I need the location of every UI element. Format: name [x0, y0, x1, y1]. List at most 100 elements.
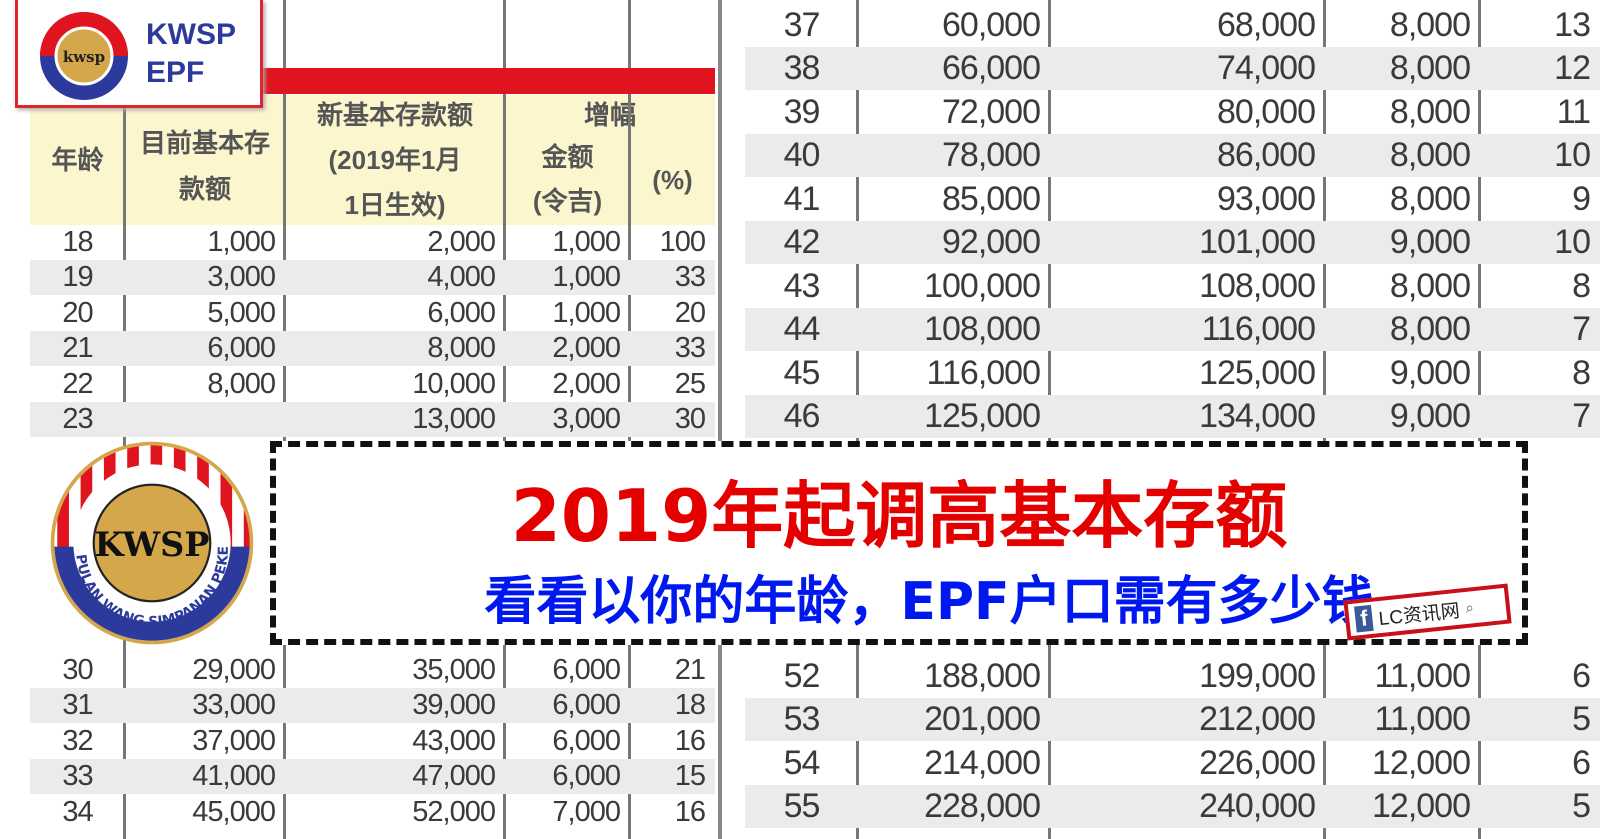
table-cell: 10,000 — [412, 367, 496, 400]
table-cell: 8,000 — [427, 332, 496, 364]
table-divider — [718, 0, 722, 839]
table-cell: 11,000 — [1374, 700, 1471, 738]
table-row: 52 188,000 199,000 11,000 6 — [745, 654, 1600, 698]
table-cell: 37 — [783, 5, 821, 44]
table-cell: 8,000 — [1389, 92, 1471, 131]
kwsp-emblem-icon: kwsp — [40, 12, 128, 100]
table-cell: 12 — [1554, 49, 1591, 87]
table-cell: 8,000 — [1389, 5, 1471, 44]
table-cell: 86,000 — [1217, 136, 1316, 174]
headline-subtitle: 看看以你的年龄，EPF户口需有多少钱 — [484, 572, 1374, 632]
table-cell: 6,000 — [552, 689, 621, 721]
table-row: 20 5,000 6,000 1,000 20 — [30, 295, 715, 331]
table-cell: 100 — [659, 225, 706, 258]
table-cell: 7 — [1572, 310, 1591, 348]
header-age: 年龄 — [51, 145, 104, 175]
table-cell: 1,000 — [207, 225, 276, 258]
table-row: 40 78,000 86,000 8,000 10 — [745, 133, 1600, 178]
table-cell: 6,000 — [552, 653, 621, 686]
table-cell: 41 — [783, 179, 821, 218]
table-row: 30 29,000 35,000 6,000 21 — [30, 652, 715, 688]
header-amount: 金额 — [541, 142, 594, 172]
table-cell: 2,000 — [427, 225, 496, 258]
table-cell: 16 — [674, 724, 706, 757]
table-cell: 125,000 — [924, 397, 1041, 435]
table-cell: 68,000 — [1217, 5, 1316, 44]
table-cell: 44 — [783, 310, 821, 348]
table-cell: 52,000 — [412, 795, 496, 828]
table-cell: 33 — [62, 760, 93, 792]
table-row: 33 41,000 47,000 6,000 15 — [30, 758, 715, 795]
table-cell: 54 — [783, 743, 821, 782]
table-cell: 201,000 — [924, 700, 1041, 738]
table-cell: 8,000 — [1389, 49, 1471, 87]
left-table-header: 年龄 目前基本存款额 新基本存款额 (2019年1月 1日生效) 增幅 金额 (… — [30, 95, 715, 225]
table-cell: 43,000 — [412, 724, 496, 757]
table-cell: 7,000 — [552, 795, 621, 828]
table-cell: 35,000 — [412, 653, 496, 686]
header-new-1: 新基本存款额 — [316, 100, 473, 130]
headline-title: 2019年起调高基本存额 — [510, 474, 1288, 558]
table-cell: 108,000 — [924, 310, 1041, 348]
table-cell: 9,000 — [1389, 397, 1471, 435]
table-cell: 85,000 — [942, 179, 1041, 218]
table-cell: 214,000 — [924, 743, 1041, 782]
table-cell: 25 — [674, 367, 706, 400]
table-row: 54 214,000 226,000 12,000 6 — [745, 741, 1600, 785]
table-row: 18 1,000 2,000 1,000 100 — [30, 224, 715, 260]
table-cell: 21 — [62, 332, 93, 364]
header-current: 目前基本存款额 — [139, 128, 270, 204]
table-cell: 226,000 — [1199, 743, 1316, 782]
table-cell: 125,000 — [1199, 353, 1316, 392]
kwsp-text: KWSP — [146, 18, 236, 51]
table-cell: 31 — [62, 689, 93, 721]
table-cell: 13 — [1554, 5, 1591, 44]
table-cell: 134,000 — [1199, 397, 1316, 435]
table-cell: 1,000 — [552, 261, 621, 293]
table-cell: 20 — [62, 296, 93, 329]
table-cell: 3,000 — [552, 403, 621, 435]
table-cell: 30 — [62, 653, 93, 686]
table-cell: 6,000 — [552, 760, 621, 792]
table-cell: 116,000 — [1201, 310, 1316, 348]
table-cell: 21 — [674, 653, 706, 686]
table-cell: 5 — [1572, 787, 1591, 825]
table-cell: 18 — [674, 689, 706, 721]
table-cell: 5,000 — [207, 296, 276, 329]
table-cell: 3,000 — [207, 261, 276, 293]
table-row: 19 3,000 4,000 1,000 33 — [30, 259, 715, 296]
facebook-icon: f — [1354, 604, 1374, 633]
table-cell: 38 — [783, 49, 821, 87]
table-cell: 6,000 — [427, 296, 496, 329]
table-cell: 6 — [1572, 743, 1591, 782]
epf-text: EPF — [146, 56, 205, 89]
table-cell: 45 — [783, 353, 821, 392]
table-cell: 7 — [1572, 397, 1591, 435]
table-cell: 8,000 — [207, 367, 276, 400]
table-cell: 188,000 — [924, 656, 1041, 695]
table-cell: 16 — [674, 795, 706, 828]
table-cell: 5 — [1572, 700, 1591, 738]
table-cell: 8,000 — [1389, 310, 1471, 348]
table-cell: 6,000 — [552, 724, 621, 757]
table-cell: 43 — [783, 266, 821, 305]
epf-red-bar — [262, 68, 715, 94]
table-cell: 6 — [1572, 656, 1591, 695]
table-cell: 13,000 — [412, 403, 496, 435]
table-cell: 23 — [62, 403, 93, 435]
table-cell: 10 — [1554, 136, 1591, 174]
table-cell: 101,000 — [1199, 223, 1316, 261]
svg-text:kwsp: kwsp — [63, 48, 105, 66]
table-row: 45 116,000 125,000 9,000 8 — [745, 351, 1600, 395]
table-cell: 9,000 — [1389, 223, 1471, 261]
watermark-label: LC资讯网 — [1377, 600, 1461, 630]
table-cell: 39,000 — [412, 689, 496, 721]
table-row: 53 201,000 212,000 11,000 5 — [745, 697, 1600, 742]
table-cell: 8,000 — [1389, 136, 1471, 174]
table-cell: 11 — [1556, 92, 1591, 131]
table-cell: 2,000 — [552, 332, 621, 364]
kwsp-logo-small: kwsp KWSP EPF — [15, 0, 263, 108]
table-row: 41 85,000 93,000 8,000 9 — [745, 177, 1600, 221]
table-cell: 15 — [674, 760, 706, 792]
table-row: 42 92,000 101,000 9,000 10 — [745, 220, 1600, 265]
